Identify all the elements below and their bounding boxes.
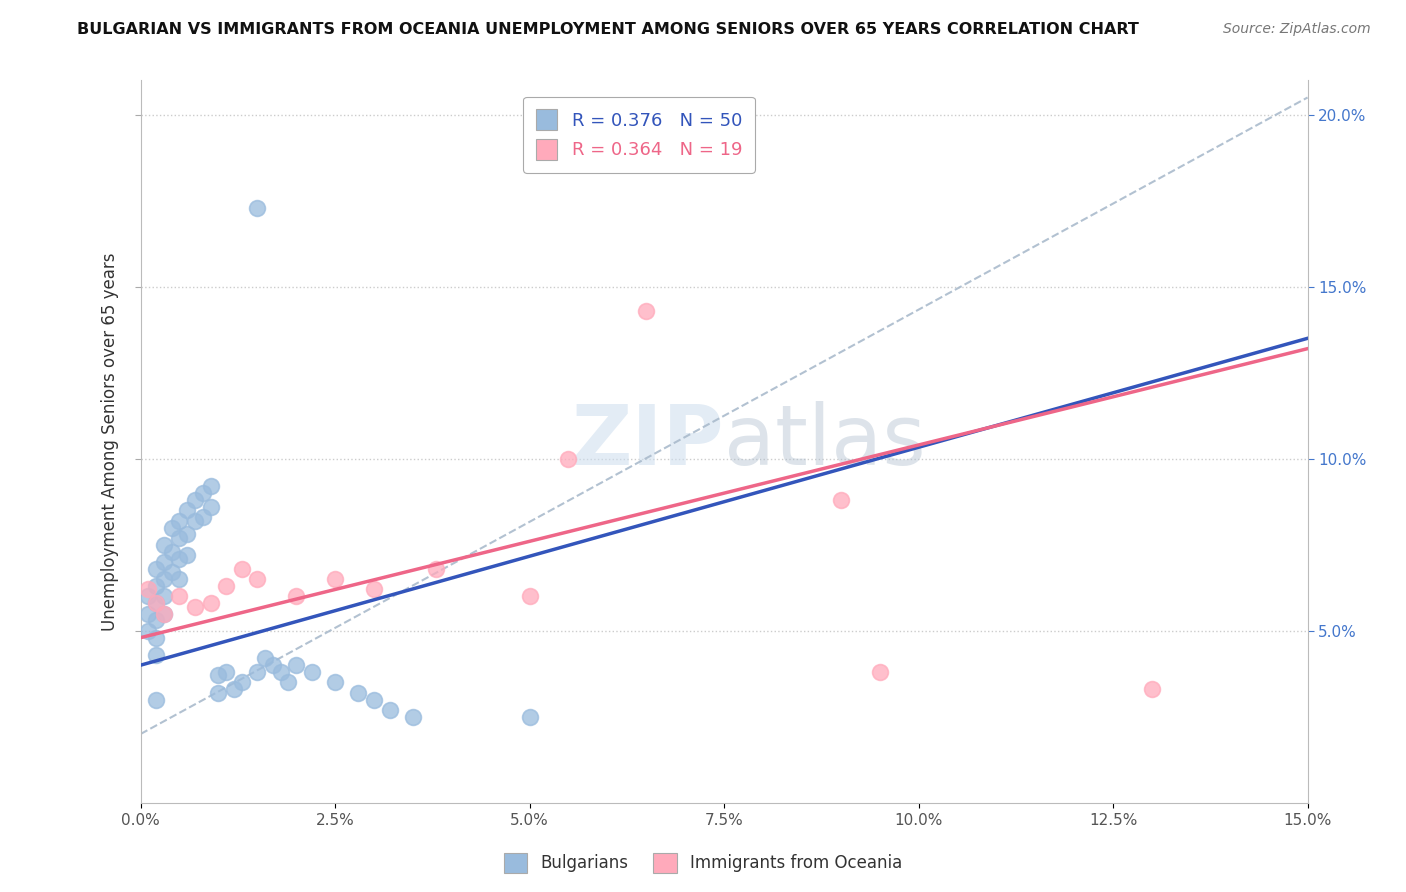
Immigrants from Oceania [1140, 682, 1163, 697]
Bulgarians [246, 201, 269, 215]
Bulgarians [270, 665, 292, 679]
Bulgarians [169, 572, 191, 586]
Bulgarians [153, 538, 176, 552]
Bulgarians [262, 658, 284, 673]
Bulgarians [169, 531, 191, 545]
Bulgarians [169, 551, 191, 566]
Text: atlas: atlas [724, 401, 925, 482]
Bulgarians [145, 614, 167, 628]
Bulgarians [277, 675, 299, 690]
Bulgarians [215, 665, 238, 679]
Bulgarians [176, 503, 198, 517]
Immigrants from Oceania [363, 582, 385, 597]
Immigrants from Oceania [184, 599, 207, 614]
Immigrants from Oceania [246, 572, 269, 586]
Bulgarians [231, 675, 253, 690]
Bulgarians [254, 651, 277, 665]
Bulgarians [145, 562, 167, 576]
Bulgarians [145, 692, 167, 706]
Bulgarians [363, 692, 385, 706]
Immigrants from Oceania [215, 579, 238, 593]
Bulgarians [138, 624, 160, 638]
Bulgarians [160, 520, 183, 534]
Bulgarians [378, 703, 401, 717]
Bulgarians [184, 514, 207, 528]
Text: Source: ZipAtlas.com: Source: ZipAtlas.com [1223, 22, 1371, 37]
Legend: Bulgarians, Immigrants from Oceania: Bulgarians, Immigrants from Oceania [498, 847, 908, 880]
Bulgarians [153, 555, 176, 569]
Text: BULGARIAN VS IMMIGRANTS FROM OCEANIA UNEMPLOYMENT AMONG SENIORS OVER 65 YEARS CO: BULGARIAN VS IMMIGRANTS FROM OCEANIA UNE… [77, 22, 1139, 37]
Immigrants from Oceania [138, 582, 160, 597]
Immigrants from Oceania [231, 562, 253, 576]
Bulgarians [160, 544, 183, 558]
Bulgarians [160, 566, 183, 580]
Bulgarians [184, 493, 207, 508]
Bulgarians [138, 590, 160, 604]
Immigrants from Oceania [285, 590, 308, 604]
Bulgarians [153, 607, 176, 621]
Bulgarians [301, 665, 323, 679]
Immigrants from Oceania [425, 562, 447, 576]
Immigrants from Oceania [636, 303, 658, 318]
Text: ZIP: ZIP [572, 401, 724, 482]
Bulgarians [200, 500, 222, 514]
Immigrants from Oceania [519, 590, 541, 604]
Bulgarians [285, 658, 308, 673]
Bulgarians [176, 548, 198, 562]
Immigrants from Oceania [557, 451, 579, 466]
Bulgarians [176, 527, 198, 541]
Legend: R = 0.376   N = 50, R = 0.364   N = 19: R = 0.376 N = 50, R = 0.364 N = 19 [523, 96, 755, 172]
Bulgarians [138, 607, 160, 621]
Bulgarians [207, 686, 229, 700]
Immigrants from Oceania [323, 572, 346, 586]
Bulgarians [153, 572, 176, 586]
Bulgarians [145, 596, 167, 610]
Bulgarians [246, 665, 269, 679]
Immigrants from Oceania [153, 607, 176, 621]
Bulgarians [347, 686, 370, 700]
Bulgarians [200, 479, 222, 493]
Bulgarians [222, 682, 245, 697]
Bulgarians [145, 648, 167, 662]
Immigrants from Oceania [169, 590, 191, 604]
Immigrants from Oceania [830, 493, 852, 508]
Bulgarians [323, 675, 346, 690]
Bulgarians [169, 514, 191, 528]
Bulgarians [145, 579, 167, 593]
Bulgarians [402, 710, 425, 724]
Y-axis label: Unemployment Among Seniors over 65 years: Unemployment Among Seniors over 65 years [101, 252, 120, 631]
Immigrants from Oceania [145, 596, 167, 610]
Immigrants from Oceania [200, 596, 222, 610]
Immigrants from Oceania [869, 665, 891, 679]
Bulgarians [191, 510, 214, 524]
Bulgarians [519, 710, 541, 724]
Bulgarians [207, 668, 229, 682]
Bulgarians [145, 631, 167, 645]
Bulgarians [153, 590, 176, 604]
Bulgarians [191, 486, 214, 500]
